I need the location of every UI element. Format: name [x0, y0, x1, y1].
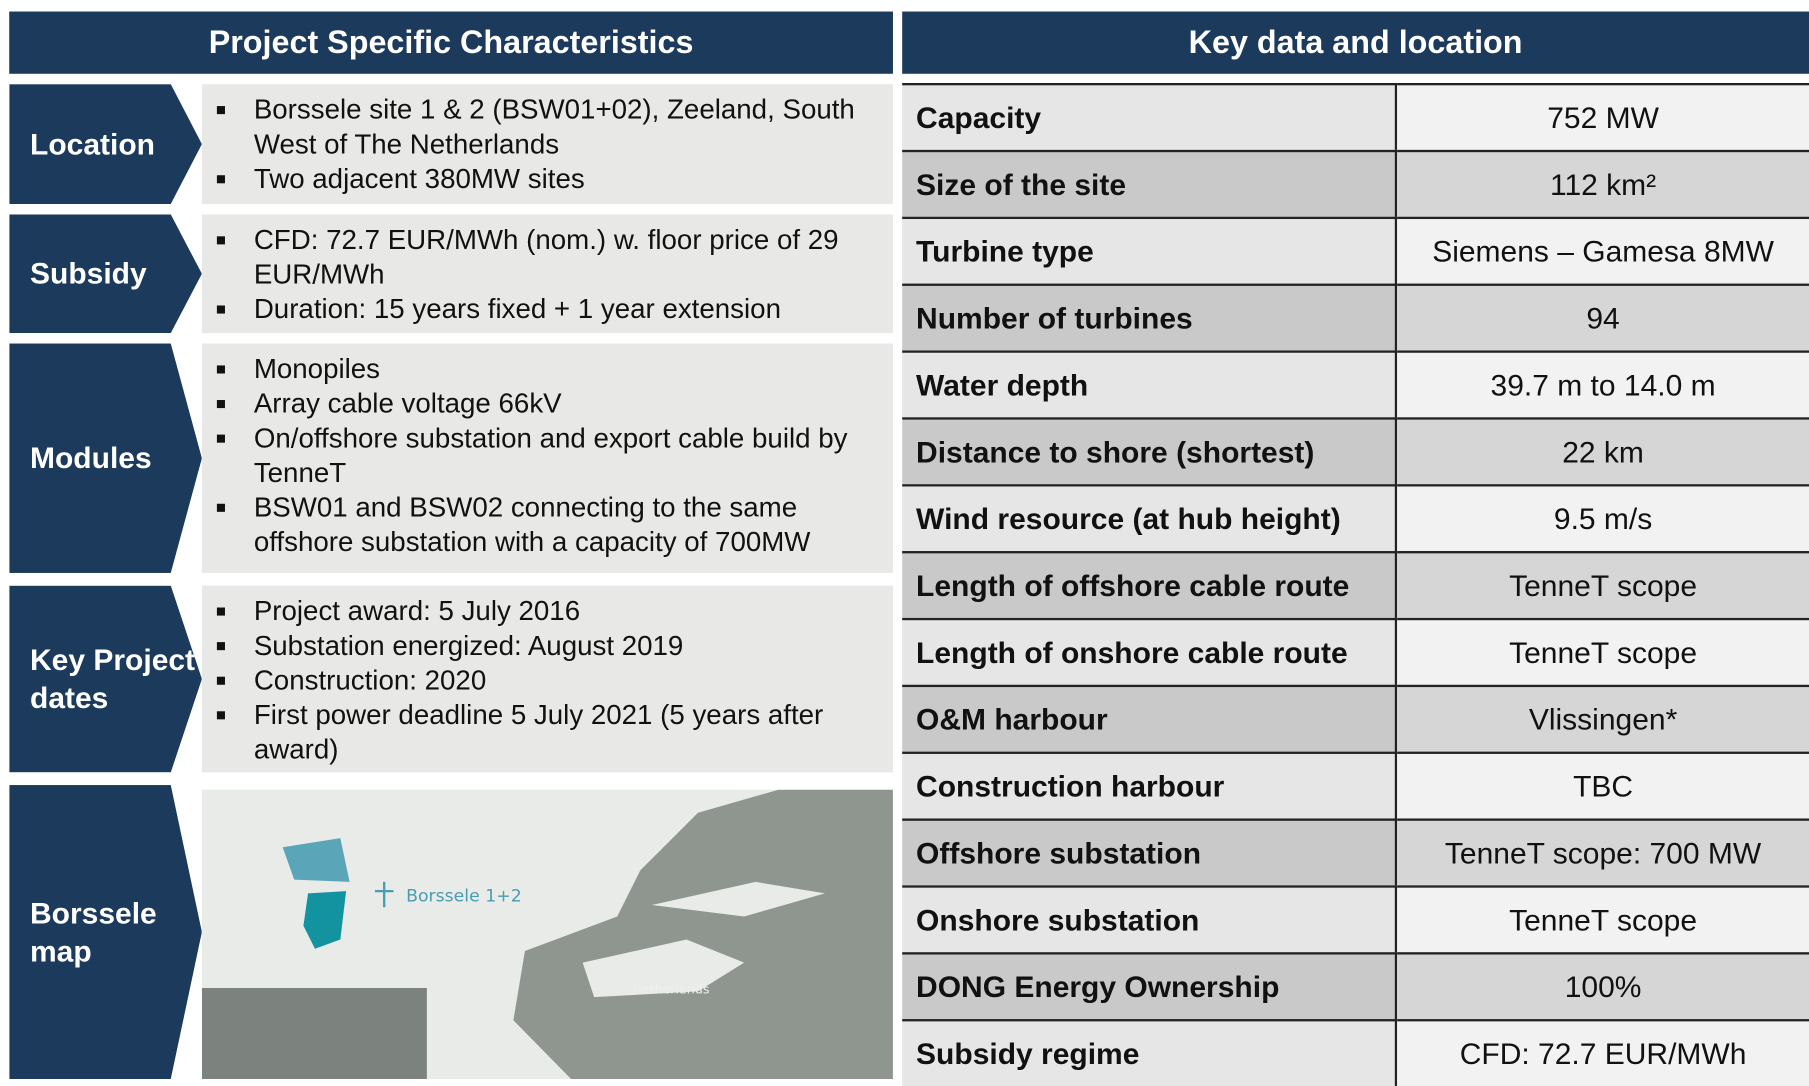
key-cell: Size of the site — [902, 149, 1398, 217]
section-label: Borssele map — [9, 785, 202, 1080]
table-row: Wind resource (at hub height) 9.5 m/s — [902, 484, 1809, 552]
map: Borssele 1+2 Netherlands — [201, 789, 893, 1080]
left-header: Project Specific Characteristics — [9, 11, 893, 74]
section-label: Location — [9, 84, 202, 205]
bullet: Two adjacent 380MW sites — [216, 163, 884, 198]
value-cell: 112 km² — [1397, 149, 1809, 217]
bullet-list: Borssele site 1 & 2 (BSW01+02), Zeeland,… — [216, 93, 884, 198]
table-row: Construction harbour TBC — [902, 751, 1809, 819]
map-art: Borssele 1+2 Netherlands — [201, 789, 893, 1080]
key-cell: Onshore substation — [902, 885, 1398, 953]
value-cell: TenneT scope — [1397, 885, 1809, 953]
table-row: Capacity 752 MW — [902, 83, 1809, 150]
value-cell: 94 — [1397, 283, 1809, 351]
bullet-list: Monopiles Array cable voltage 66kV On/offs… — [216, 353, 884, 561]
value-cell: 752 MW — [1397, 83, 1809, 150]
section-label: Modules — [9, 343, 202, 573]
value-cell: Siemens – Gamesa 8MW — [1397, 216, 1809, 284]
table-row: Length of onshore cable route TenneT scop… — [902, 617, 1809, 685]
section-content: Monopiles Array cable voltage 66kV On/offs… — [201, 343, 893, 573]
bullet: First power deadline 5 July 2021 (5 year… — [216, 699, 884, 768]
key-cell: Wind resource (at hub height) — [902, 484, 1398, 552]
land — [513, 789, 893, 1080]
key-cell: Length of onshore cable route — [902, 617, 1398, 685]
bullet: Duration: 15 years fixed + 1 year extens… — [216, 293, 884, 328]
bullet: CFD: 72.7 EUR/MWh (nom.) w. floor price … — [216, 224, 884, 293]
turbine-icon — [374, 881, 394, 908]
table-row: Onshore substation TenneT scope — [902, 885, 1809, 953]
value-cell: TenneT scope — [1397, 551, 1809, 618]
value-cell: 9.5 m/s — [1397, 484, 1809, 552]
section-label: Subsidy — [9, 214, 202, 334]
key-cell: Construction harbour — [902, 751, 1398, 819]
right-header: Key data and location — [902, 11, 1809, 74]
key-cell: Capacity — [902, 83, 1398, 150]
value-cell: Vlissingen* — [1397, 684, 1809, 752]
value-cell: TBC — [1397, 751, 1809, 819]
table-row: O&M harbour Vlissingen* — [902, 684, 1809, 752]
section-content: Borssele site 1 & 2 (BSW01+02), Zeeland,… — [201, 84, 893, 205]
table-row: Size of the site 112 km² — [902, 149, 1809, 217]
section-content: Project award: 5 July 2016 Substation ene… — [201, 585, 893, 773]
bullet-list: Project award: 5 July 2016 Substation ene… — [216, 595, 884, 768]
table-row: Subsidy regime CFD: 72.7 EUR/MWh — [902, 1019, 1809, 1086]
key-cell: Offshore substation — [902, 818, 1398, 886]
table-row: DONG Energy Ownership 100% — [902, 952, 1809, 1020]
key-cell: Turbine type — [902, 216, 1398, 284]
value-cell: TenneT scope — [1397, 617, 1809, 685]
table-row: Distance to shore (shortest) 22 km — [902, 417, 1809, 485]
table-row: Length of offshore cable route TenneT sco… — [902, 551, 1809, 618]
table-row: Offshore substation TenneT scope: 700 MW — [902, 818, 1809, 886]
key-cell: Length of offshore cable route — [902, 551, 1398, 618]
key-cell: DONG Energy Ownership — [902, 952, 1398, 1020]
site-label: Borssele 1+2 — [406, 886, 522, 906]
bullet: Array cable voltage 66kV — [216, 387, 884, 422]
key-cell: Subsidy regime — [902, 1019, 1398, 1086]
key-cell: Water depth — [902, 350, 1398, 418]
section-label: Key Project dates — [9, 585, 202, 773]
key-cell: Number of turbines — [902, 283, 1398, 351]
bullet: On/offshore substation and export cable … — [216, 422, 884, 491]
value-cell: 100% — [1397, 952, 1809, 1020]
table-row: Water depth 39.7 m to 14.0 m — [902, 350, 1809, 418]
value-cell: 22 km — [1397, 417, 1809, 485]
key-cell: O&M harbour — [902, 684, 1398, 752]
inset — [201, 987, 427, 1080]
site-2 — [303, 891, 347, 949]
value-cell: TenneT scope: 700 MW — [1397, 818, 1809, 886]
value-cell: CFD: 72.7 EUR/MWh — [1397, 1019, 1809, 1086]
bullet: BSW01 and BSW02 connecting to the same o… — [216, 491, 884, 560]
water — [651, 881, 825, 917]
site-1 — [282, 838, 350, 882]
bullet: Borssele site 1 & 2 (BSW01+02), Zeeland,… — [216, 93, 884, 162]
bullet: Project award: 5 July 2016 — [216, 595, 884, 630]
bullet-list: CFD: 72.7 EUR/MWh (nom.) w. floor price … — [216, 224, 884, 328]
value-cell: 39.7 m to 14.0 m — [1397, 350, 1809, 418]
section-content: CFD: 72.7 EUR/MWh (nom.) w. floor price … — [201, 214, 893, 334]
bullet: Monopiles — [216, 353, 884, 388]
water — [582, 939, 745, 998]
key-cell: Distance to shore (shortest) — [902, 417, 1398, 485]
country-label: Netherlands — [632, 982, 709, 997]
bullet: Substation energized: August 2019 — [216, 629, 884, 664]
bullet: Construction: 2020 — [216, 664, 884, 699]
table-row: Number of turbines 94 — [902, 283, 1809, 351]
table-row: Turbine type Siemens – Gamesa 8MW — [902, 216, 1809, 284]
